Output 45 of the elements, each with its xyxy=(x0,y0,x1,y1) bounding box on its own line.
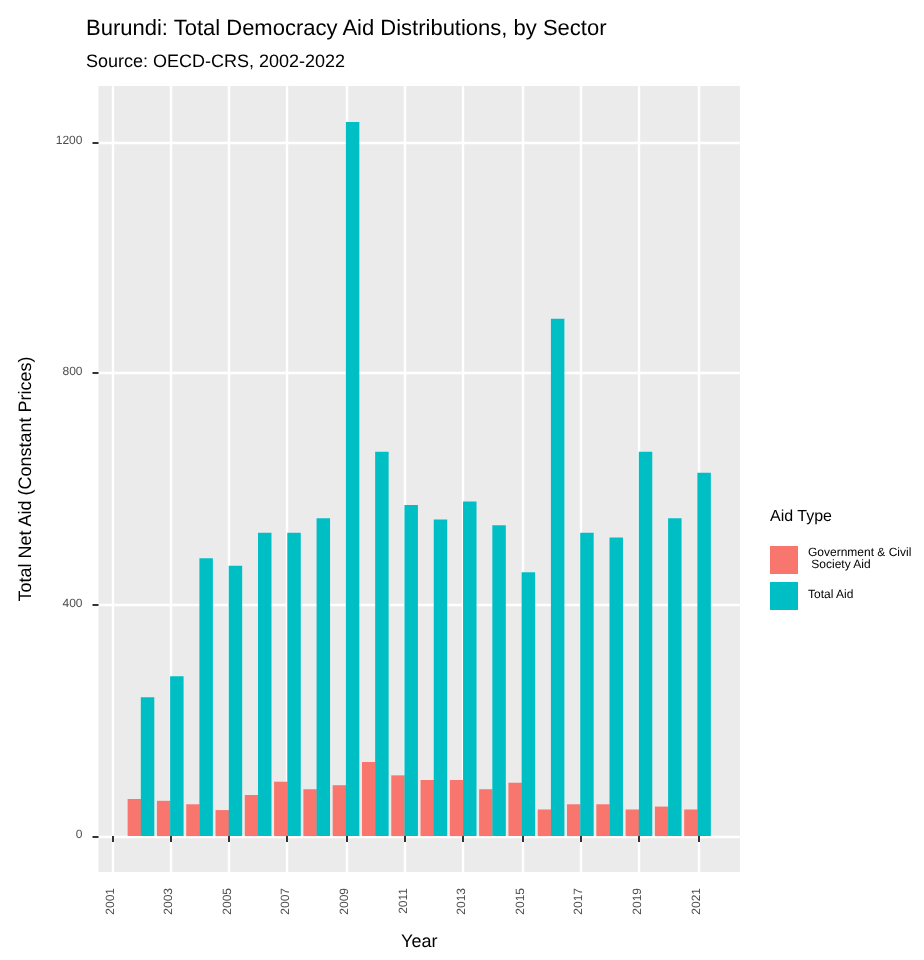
bar xyxy=(170,676,184,837)
bar xyxy=(404,505,418,837)
bar xyxy=(550,318,565,837)
bar xyxy=(287,532,301,837)
chart-subtitle: Source: OECD-CRS, 2002-2022 xyxy=(86,51,346,71)
bar xyxy=(199,558,213,837)
bar xyxy=(303,789,317,837)
y-axis-title: Total Net Aid (Constant Prices) xyxy=(15,356,35,602)
bar xyxy=(375,451,389,837)
legend-title: Aid Type xyxy=(770,507,834,525)
bar xyxy=(449,779,464,837)
bar xyxy=(668,518,682,837)
bar xyxy=(492,525,506,837)
x-axis-title: Year xyxy=(401,931,438,951)
bar xyxy=(345,121,360,837)
bar xyxy=(537,809,552,837)
bar xyxy=(654,806,669,837)
bar xyxy=(127,799,142,837)
bar xyxy=(186,804,200,837)
bar xyxy=(228,565,243,837)
bar xyxy=(521,572,536,837)
bar xyxy=(479,789,493,837)
bar xyxy=(580,532,594,837)
bar xyxy=(697,472,711,837)
bar xyxy=(361,762,376,837)
bar xyxy=(625,809,640,837)
chart-title: Burundi: Total Democracy Aid Distributions, by Sector xyxy=(86,17,608,41)
bar xyxy=(684,809,698,837)
bar xyxy=(463,501,477,837)
bar xyxy=(316,518,331,837)
bar xyxy=(274,781,288,837)
bar xyxy=(638,451,653,837)
bar xyxy=(433,519,448,837)
bar xyxy=(215,810,229,837)
bar xyxy=(140,697,155,837)
bar xyxy=(508,782,522,837)
bar xyxy=(391,775,405,837)
bar xyxy=(609,537,623,837)
bar xyxy=(156,800,171,837)
bar xyxy=(257,532,272,837)
bar xyxy=(596,804,610,837)
bar xyxy=(244,795,259,837)
bar xyxy=(567,804,581,837)
bar xyxy=(332,785,347,837)
bar xyxy=(420,779,435,837)
